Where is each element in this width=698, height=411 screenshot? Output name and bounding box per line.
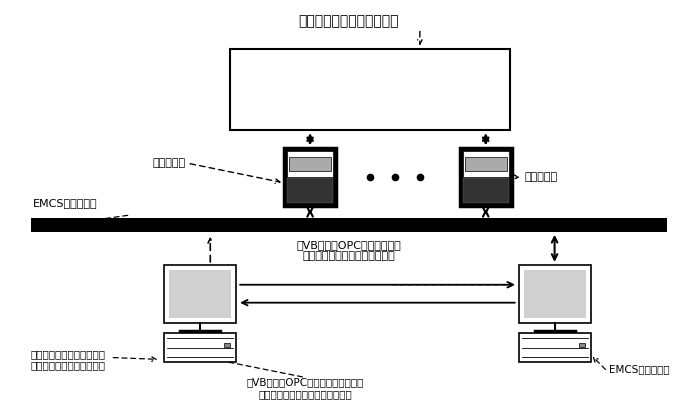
- Bar: [463, 151, 509, 177]
- Bar: [287, 178, 333, 203]
- Bar: [284, 148, 336, 206]
- Bar: [287, 151, 333, 177]
- Bar: [164, 265, 236, 323]
- Bar: [31, 218, 667, 232]
- Text: 用VB语言和OPC客户端从中央处理器
获取变风量空调系统实时运行数据: 用VB语言和OPC客户端从中央处理器 获取变风量空调系统实时运行数据: [246, 377, 364, 399]
- Text: 用VB语言和OPC客户端向中央
处理器发送主动式诊断控制信号: 用VB语言和OPC客户端向中央 处理器发送主动式诊断控制信号: [297, 240, 401, 261]
- Bar: [519, 332, 591, 363]
- Bar: [524, 270, 586, 318]
- Bar: [460, 148, 512, 206]
- Bar: [164, 332, 236, 363]
- Bar: [519, 265, 591, 323]
- Text: EMCS中央处理器: EMCS中央处理器: [609, 365, 670, 374]
- Text: 变风量空调系统的控制过程: 变风量空调系统的控制过程: [299, 15, 399, 29]
- Bar: [289, 157, 331, 171]
- Bar: [230, 48, 510, 130]
- Bar: [463, 178, 509, 203]
- Bar: [465, 157, 507, 171]
- Bar: [170, 270, 231, 318]
- Bar: [224, 343, 230, 347]
- Text: 现场控制器: 现场控制器: [152, 158, 186, 168]
- Text: 现场控制器: 现场控制器: [525, 172, 558, 182]
- Text: 安装变风量空气处理机组主
动式故障诊断方法的计算机: 安装变风量空气处理机组主 动式故障诊断方法的计算机: [31, 349, 105, 370]
- Text: EMCS的通信网络: EMCS的通信网络: [33, 198, 97, 208]
- Bar: [579, 343, 584, 347]
